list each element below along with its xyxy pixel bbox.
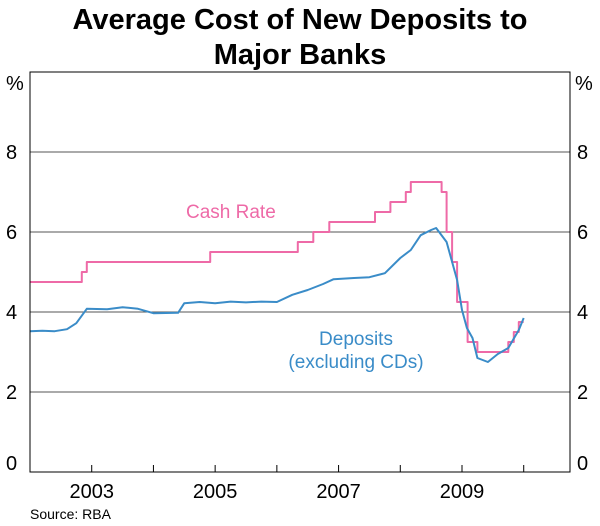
y-tick-label-right: 6 [577,222,588,244]
x-axis-labels: 2003 2005 2007 2009 [69,481,484,503]
series-line-cash-rate [30,181,524,353]
chart-title-line-2: Major Banks [214,39,386,71]
series-label-deposits-line-2: (excluding CDs) [288,352,423,373]
series-label-deposits-line-1: Deposits [319,329,393,350]
series-label-cash-rate: Cash Rate [186,202,276,223]
y-tick-label-right: 2 [577,382,588,404]
y-tick-label-left: 0 [6,453,17,475]
x-tick-label-2007: 2007 [316,481,361,503]
y-axis-unit-left: % [6,73,24,95]
x-tick-label-2005: 2005 [193,481,238,503]
source-note: Source: RBA [30,506,112,522]
series-layer [29,181,525,363]
y-tick-label-left: 8 [6,142,17,164]
x-tick-label-2009: 2009 [440,481,485,503]
gridlines [30,151,570,393]
y-axis-labels: 0 0 2 2 4 4 6 6 8 8 [6,142,588,475]
y-axis-unit-right: % [575,73,593,95]
x-tick-label-2003: 2003 [69,481,114,503]
y-tick-label-left: 2 [6,382,17,404]
y-tick-label-left: 4 [6,302,17,324]
y-tick-label-right: 4 [577,302,588,324]
ticks-layer [29,465,525,472]
y-tick-label-left: 6 [6,222,17,244]
chart-title-line-1: Average Cost of New Deposits to [73,4,528,36]
series-line-deposits [29,227,525,363]
plot-area-border [29,71,571,473]
y-tick-label-right: 8 [577,142,588,164]
y-tick-label-right: 0 [577,453,588,475]
